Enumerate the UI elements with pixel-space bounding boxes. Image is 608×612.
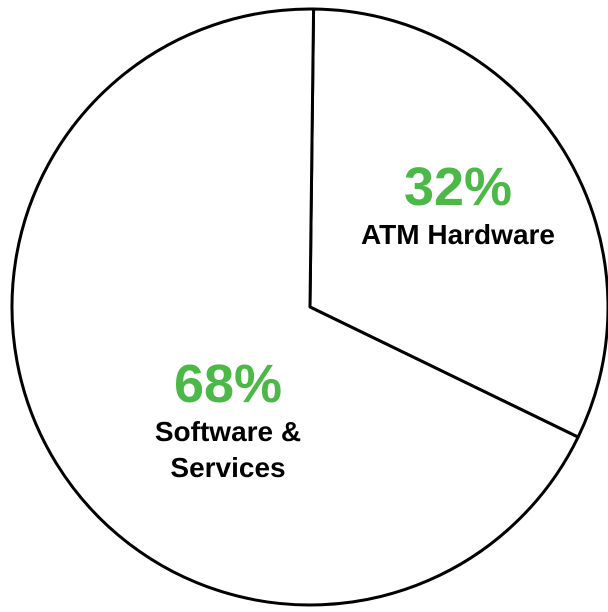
pie-slice bbox=[308, 7, 608, 439]
category-label: ATM Hardware bbox=[361, 219, 555, 250]
value-label: 68% bbox=[173, 354, 283, 414]
category-label: Software & Services bbox=[154, 416, 302, 483]
slice-label: 32% ATM Hardware bbox=[318, 157, 598, 253]
slice-label: 68% Software & Services bbox=[128, 354, 328, 486]
value-label: 32% bbox=[403, 157, 513, 217]
pie-slice bbox=[10, 7, 580, 607]
